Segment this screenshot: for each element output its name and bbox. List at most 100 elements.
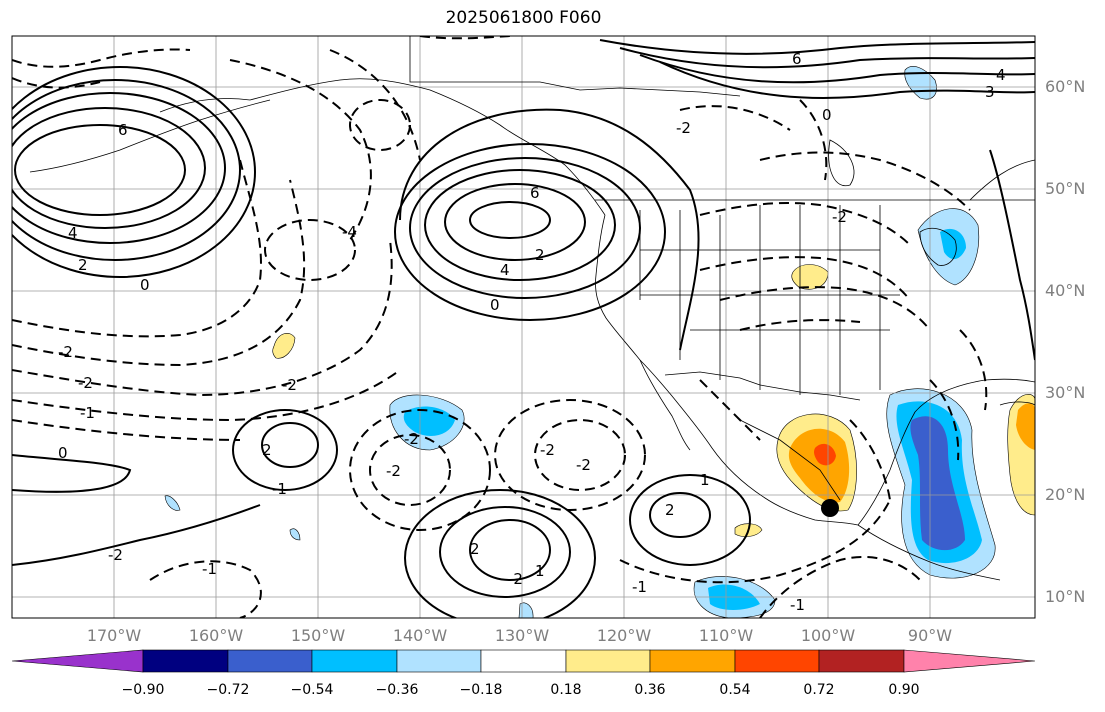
colorbar-bin xyxy=(396,649,482,673)
colorbar-tick-label: −0.18 xyxy=(459,682,503,698)
lon-label-130w: 130°W xyxy=(494,626,550,645)
alaska-coast xyxy=(159,78,606,216)
colorbar-upper-extend xyxy=(903,649,1036,673)
contour-positive xyxy=(399,108,700,351)
contour-label: 0 xyxy=(822,106,832,124)
contour-negative xyxy=(799,99,828,181)
contour-positive xyxy=(12,79,241,261)
contour-negative xyxy=(419,36,511,40)
colorbar-tick-label: −0.36 xyxy=(375,682,419,698)
contour-negative xyxy=(229,59,372,241)
contour-positive xyxy=(232,409,338,491)
contour-label: 1 xyxy=(700,471,710,489)
contour-label: 6 xyxy=(530,184,540,202)
map-title: 2025061800 F060 xyxy=(445,8,602,28)
contour-negative xyxy=(679,105,791,131)
contour-negative xyxy=(699,379,761,441)
contour-positive xyxy=(12,454,132,493)
location-marker xyxy=(821,499,839,517)
colorbar-tick-label: 0.90 xyxy=(888,682,920,698)
contour-label: 2 xyxy=(262,441,272,459)
contour-positive xyxy=(12,92,226,244)
contour-label: 0 xyxy=(490,296,500,314)
contour-label: -2 xyxy=(108,546,123,564)
blue-shade-region xyxy=(164,495,181,511)
contour-label: -2 xyxy=(386,462,401,480)
lon-label-170w: 170°W xyxy=(86,626,142,645)
contour-negative xyxy=(329,49,421,161)
colorbar-lower-extend xyxy=(11,649,144,673)
us-state-lines xyxy=(639,205,900,395)
lon-label-110w: 110°W xyxy=(698,626,754,645)
aleutian-chain xyxy=(29,99,271,173)
contour-label: 2 xyxy=(78,256,88,274)
lon-label-140w: 140°W xyxy=(392,626,448,645)
contour-positive xyxy=(12,107,206,229)
contour-negative xyxy=(494,399,646,511)
contour-label: -2 xyxy=(540,441,555,459)
contour-label: -2 xyxy=(832,208,847,226)
lon-label-160w: 160°W xyxy=(188,626,244,645)
contour-negative xyxy=(959,329,988,411)
contour-negative xyxy=(12,77,101,89)
contour-label: 0 xyxy=(140,276,150,294)
contour-label: -1 xyxy=(80,404,95,422)
colorbar-tick-label: 0.72 xyxy=(803,682,835,698)
contour-positive xyxy=(989,149,1035,361)
contour-label: 6 xyxy=(118,121,128,139)
contour-negative xyxy=(12,159,262,338)
lon-label-120w: 120°W xyxy=(596,626,652,645)
contour-positive xyxy=(639,54,1035,84)
colorbar-bin xyxy=(311,649,398,673)
colorbar-tick-label: −0.54 xyxy=(290,682,334,698)
contour-label: 1 xyxy=(535,562,545,580)
coastlines xyxy=(29,36,1035,581)
contour-label: 4 xyxy=(500,261,510,279)
contour-negative xyxy=(719,286,931,331)
contour-positive xyxy=(409,157,641,299)
contour-label: 6 xyxy=(792,50,802,68)
contour-positive xyxy=(439,506,571,598)
lat-label-10n: 10°N xyxy=(1045,587,1086,606)
contour-label: 0 xyxy=(58,444,68,462)
contour-negative xyxy=(12,179,306,367)
contour-label: -2 xyxy=(508,570,523,588)
baja-california xyxy=(639,359,691,451)
colorbar-bin xyxy=(480,649,567,673)
lon-label-150w: 150°W xyxy=(290,626,346,645)
contour-positive xyxy=(619,47,1035,69)
orange-shade-region xyxy=(1016,403,1035,450)
colorbar-bin xyxy=(649,649,736,673)
contour-positive xyxy=(394,143,666,321)
lon-label-100w: 100°W xyxy=(800,626,856,645)
contour-positive xyxy=(649,492,711,538)
contour-label: -1 xyxy=(202,560,217,578)
contours xyxy=(12,36,1035,618)
contour-negative xyxy=(619,499,891,584)
orange-shade-region xyxy=(788,428,850,503)
blue-shade-core xyxy=(910,416,965,551)
contour-label: -2 xyxy=(78,374,93,392)
contour-positive xyxy=(659,61,1035,100)
colorbar-bin xyxy=(818,649,905,673)
map-frame xyxy=(11,35,1036,619)
colorbar-bin xyxy=(227,649,313,673)
mexico-interior xyxy=(739,419,841,501)
colorbar-bin xyxy=(734,649,820,673)
contour-label: 4 xyxy=(68,224,78,242)
contour-positive xyxy=(12,504,261,566)
lon-label-90w: 90°W xyxy=(907,626,953,645)
lat-label-40n: 40°N xyxy=(1045,281,1086,300)
contour-negative xyxy=(699,202,911,246)
yellow-shade-region xyxy=(272,333,296,359)
contour-label: -2 xyxy=(58,343,73,361)
contour-negative xyxy=(534,419,626,491)
contour-label: 3 xyxy=(985,83,995,101)
colorbar xyxy=(11,649,1036,673)
contour-label: -2 xyxy=(282,376,297,394)
contour-positive xyxy=(469,201,551,239)
canada-coast-north xyxy=(409,36,741,97)
contour-positive xyxy=(599,39,1035,55)
contour-negative xyxy=(369,434,451,506)
colorbar-tick-label: −0.72 xyxy=(206,682,250,698)
